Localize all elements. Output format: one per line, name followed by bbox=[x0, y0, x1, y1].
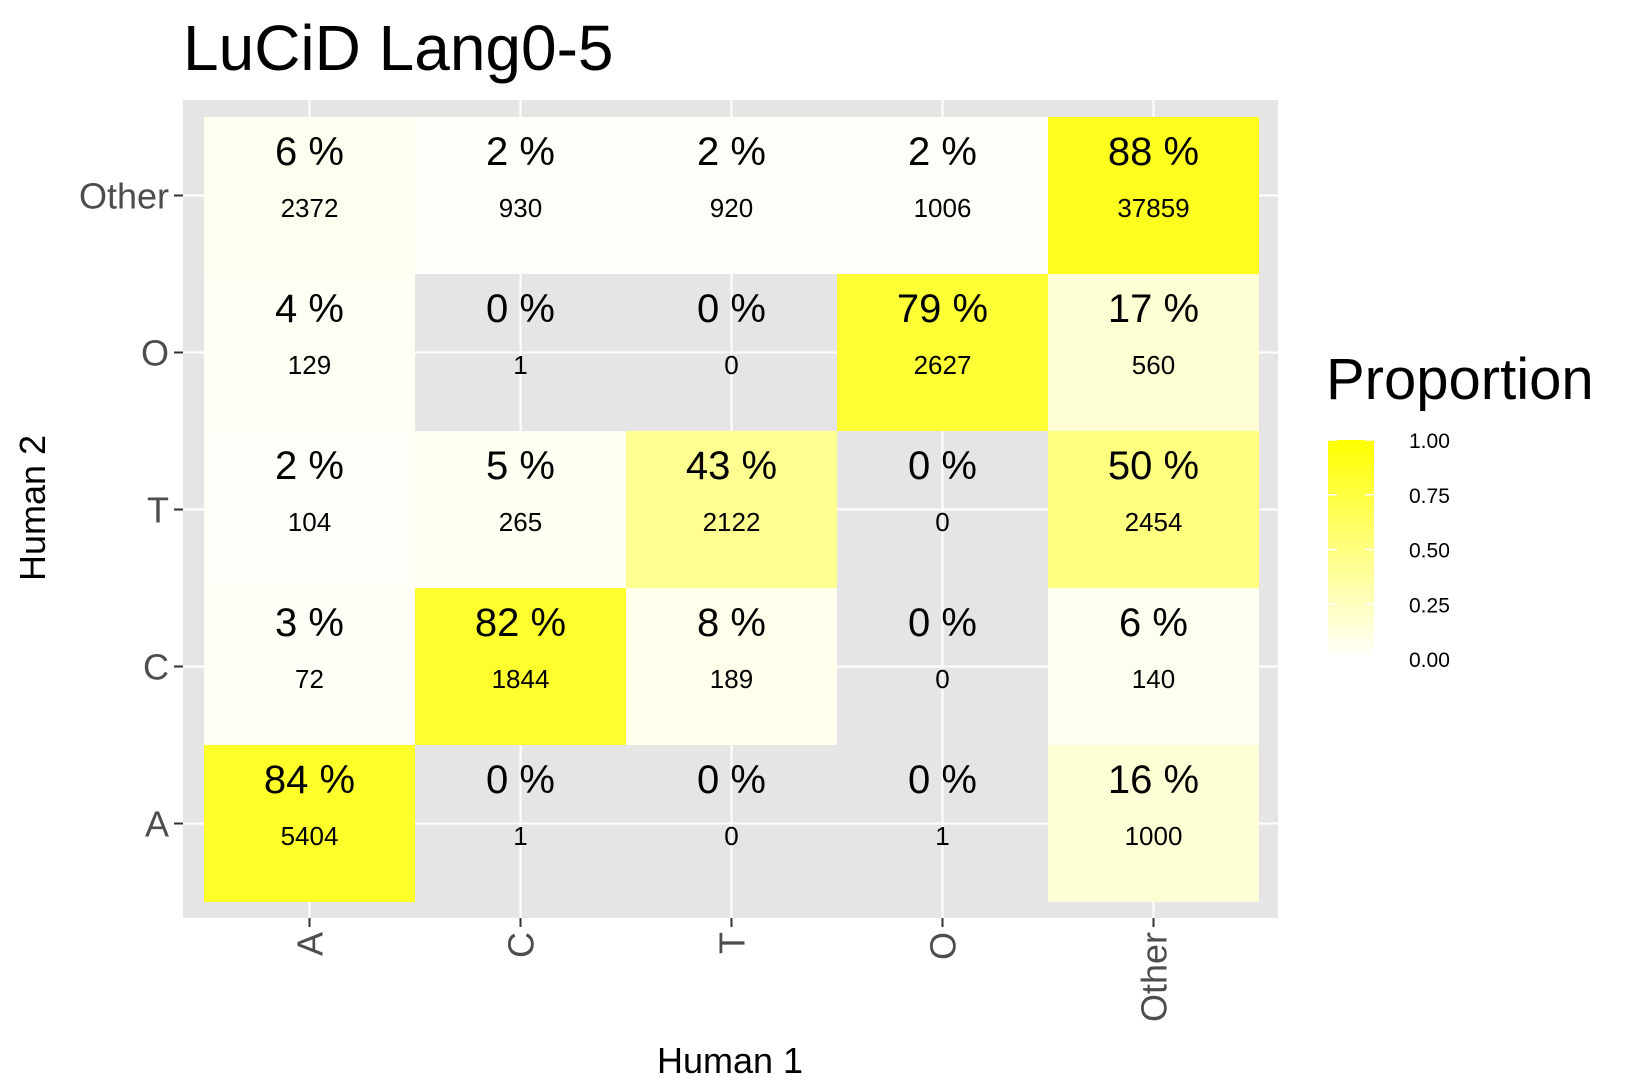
y-tick-label: A bbox=[145, 804, 169, 845]
legend-tick-label: 1.00 bbox=[1409, 430, 1450, 453]
cell-count-label: 129 bbox=[288, 350, 331, 380]
cell-count-label: 5404 bbox=[281, 821, 339, 851]
y-tick-label: T bbox=[147, 490, 169, 531]
cell-count-label: 1000 bbox=[1125, 821, 1183, 851]
heatmap-cell bbox=[626, 588, 837, 745]
cell-percent-label: 0 % bbox=[908, 758, 977, 802]
cell-percent-label: 17 % bbox=[1108, 287, 1199, 331]
y-axis: A C T O Other bbox=[79, 176, 183, 845]
cell-percent-label: 0 % bbox=[486, 758, 555, 802]
cell-count-label: 265 bbox=[499, 507, 542, 537]
cell-percent-label: 5 % bbox=[486, 444, 555, 488]
heatmap-cell bbox=[1048, 431, 1259, 588]
heatmap-cell bbox=[415, 117, 626, 274]
cell-percent-label: 0 % bbox=[908, 601, 977, 645]
cell-percent-label: 6 % bbox=[1119, 601, 1188, 645]
cell-percent-label: 0 % bbox=[697, 287, 766, 331]
cell-percent-label: 6 % bbox=[275, 130, 344, 174]
x-axis: A C T O Other bbox=[290, 918, 1175, 1022]
cell-percent-label: 0 % bbox=[486, 287, 555, 331]
x-tick-label: O bbox=[923, 932, 964, 960]
y-tick-label: Other bbox=[79, 176, 169, 217]
cell-count-label: 1 bbox=[935, 821, 949, 851]
cell-count-label: 920 bbox=[710, 193, 753, 223]
cell-count-label: 0 bbox=[935, 664, 949, 694]
heatmap-cell bbox=[204, 117, 415, 274]
heatmap-cell bbox=[204, 431, 415, 588]
cell-count-label: 2122 bbox=[703, 507, 761, 537]
legend-title: Proportion bbox=[1326, 347, 1594, 412]
chart-title: LuCiD Lang0-5 bbox=[183, 12, 614, 84]
cell-count-label: 2454 bbox=[1125, 507, 1183, 537]
cell-count-label: 72 bbox=[295, 664, 324, 694]
x-tick-label: A bbox=[290, 932, 331, 956]
legend-tick-label: 0.50 bbox=[1409, 540, 1450, 563]
heatmap-cell bbox=[626, 117, 837, 274]
legend-tick-label: 0.75 bbox=[1409, 485, 1450, 508]
cell-count-label: 37859 bbox=[1117, 193, 1189, 223]
heatmap-cell bbox=[1048, 274, 1259, 431]
legend-ticks: 1.00 0.75 0.50 0.25 0.00 bbox=[1328, 430, 1450, 672]
cell-percent-label: 3 % bbox=[275, 601, 344, 645]
legend-tick-label: 0.00 bbox=[1409, 649, 1450, 672]
cell-percent-label: 8 % bbox=[697, 601, 766, 645]
cell-count-label: 0 bbox=[935, 507, 949, 537]
cell-count-label: 0 bbox=[724, 350, 738, 380]
cell-count-label: 189 bbox=[710, 664, 753, 694]
heatmap-cell bbox=[1048, 117, 1259, 274]
cell-percent-label: 84 % bbox=[264, 758, 355, 802]
cell-count-label: 0 bbox=[724, 821, 738, 851]
heatmap-cell bbox=[415, 431, 626, 588]
cell-percent-label: 2 % bbox=[275, 444, 344, 488]
heatmap-cell bbox=[1048, 745, 1259, 902]
cell-percent-label: 2 % bbox=[697, 130, 766, 174]
cell-percent-label: 2 % bbox=[908, 130, 977, 174]
y-axis-title: Human 2 bbox=[12, 435, 53, 581]
y-tick-label: O bbox=[141, 333, 169, 374]
cell-count-label: 1006 bbox=[914, 193, 972, 223]
cell-count-label: 930 bbox=[499, 193, 542, 223]
cell-count-label: 1 bbox=[513, 821, 527, 851]
cell-percent-label: 4 % bbox=[275, 287, 344, 331]
cell-count-label: 1844 bbox=[492, 664, 550, 694]
cell-percent-label: 50 % bbox=[1108, 444, 1199, 488]
cell-percent-label: 43 % bbox=[686, 444, 777, 488]
heatmap-cell bbox=[204, 745, 415, 902]
cell-count-label: 2372 bbox=[281, 193, 339, 223]
cell-count-label: 104 bbox=[288, 507, 331, 537]
cell-percent-label: 0 % bbox=[908, 444, 977, 488]
cell-count-label: 2627 bbox=[914, 350, 972, 380]
heatmap-cell bbox=[204, 274, 415, 431]
legend: Proportion 1.00 0.75 0.50 0.25 0.00 bbox=[1326, 347, 1594, 672]
y-tick-label: C bbox=[143, 647, 169, 688]
cell-percent-label: 82 % bbox=[475, 601, 566, 645]
cell-percent-label: 88 % bbox=[1108, 130, 1199, 174]
cell-count-label: 1 bbox=[513, 350, 527, 380]
cell-percent-label: 16 % bbox=[1108, 758, 1199, 802]
heatmap-cell bbox=[837, 274, 1048, 431]
heatmap-cell bbox=[1048, 588, 1259, 745]
cell-count-label: 560 bbox=[1132, 350, 1175, 380]
x-tick-label: Other bbox=[1134, 932, 1175, 1022]
cell-percent-label: 79 % bbox=[897, 287, 988, 331]
x-tick-label: T bbox=[712, 932, 753, 954]
heatmap-cell bbox=[837, 117, 1048, 274]
cell-count-label: 140 bbox=[1132, 664, 1175, 694]
x-axis-title: Human 1 bbox=[657, 1040, 803, 1081]
heatmap-cells bbox=[204, 117, 1259, 902]
heatmap-cell bbox=[415, 588, 626, 745]
cell-percent-label: 2 % bbox=[486, 130, 555, 174]
heatmap-cell bbox=[204, 588, 415, 745]
heatmap-cell bbox=[626, 431, 837, 588]
legend-tick-label: 0.25 bbox=[1409, 594, 1450, 617]
cell-percent-label: 0 % bbox=[697, 758, 766, 802]
x-tick-label: C bbox=[501, 932, 542, 958]
